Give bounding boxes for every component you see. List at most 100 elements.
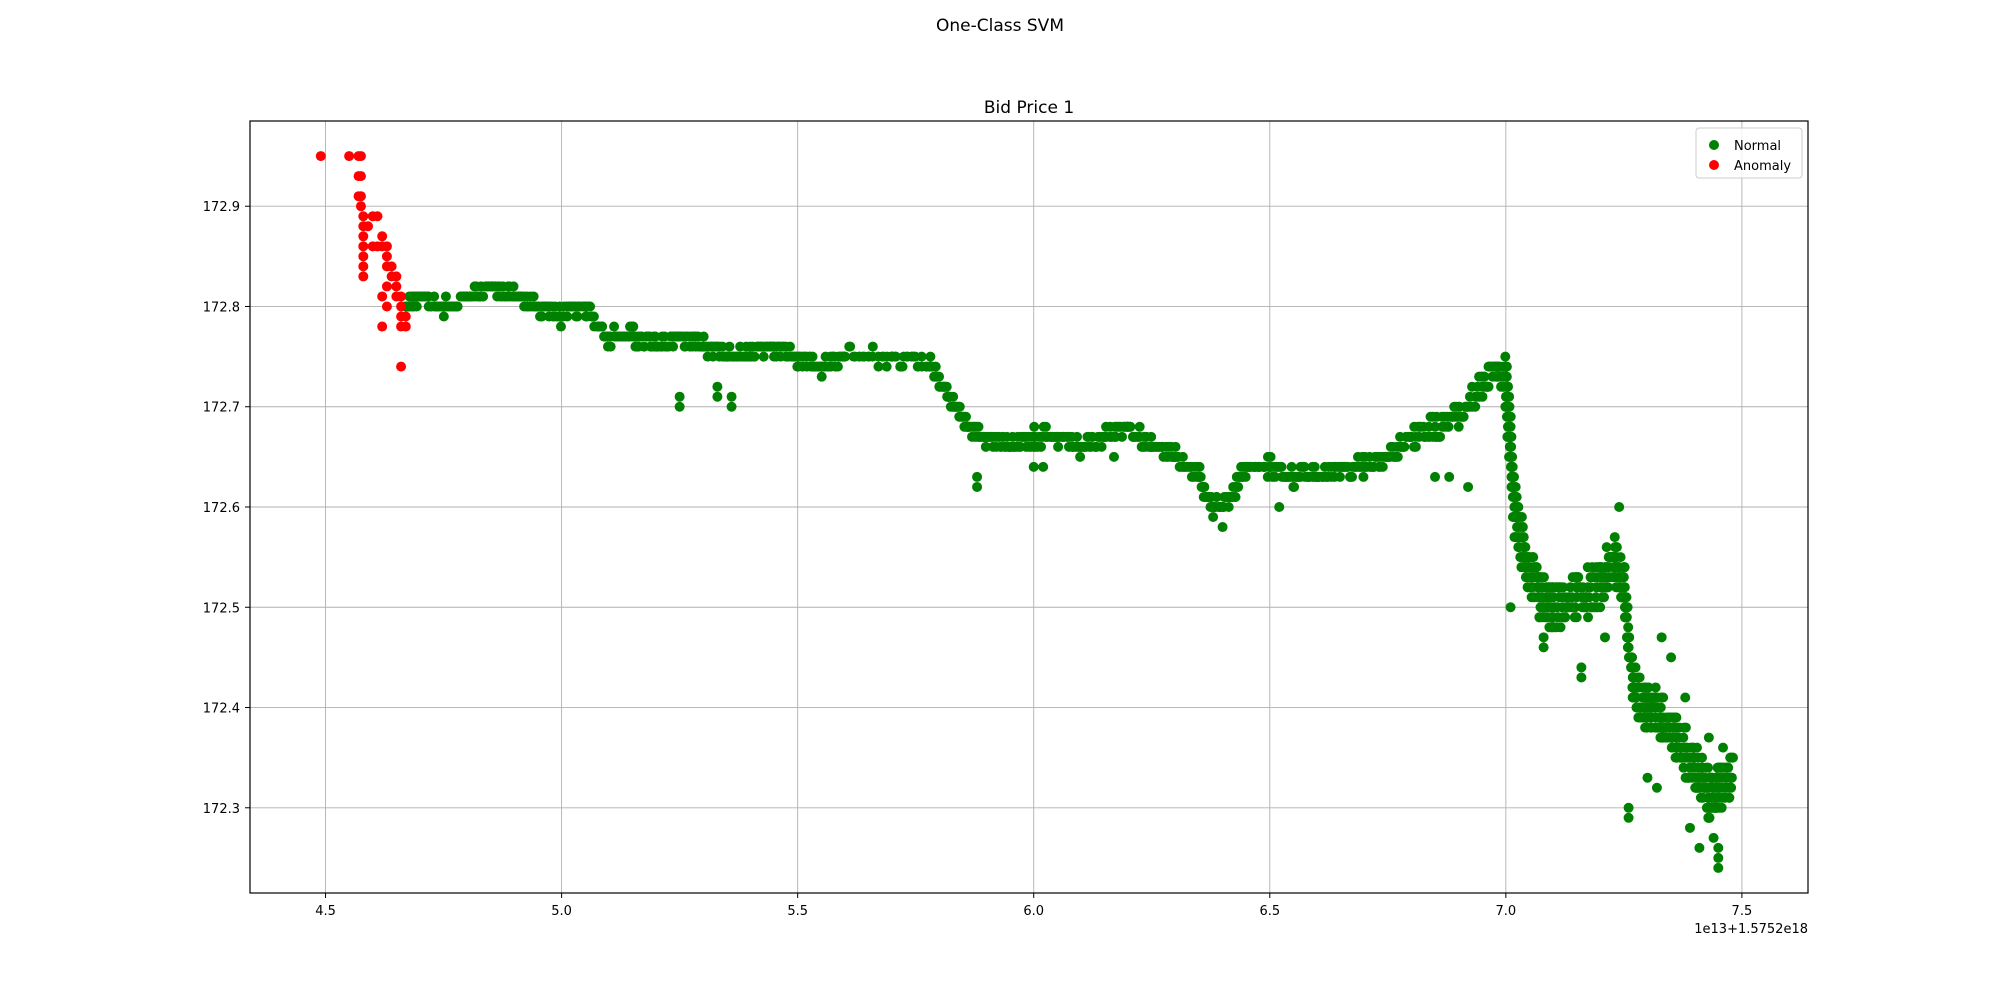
- normal-point: [1125, 421, 1136, 432]
- normal-point: [477, 291, 488, 302]
- normal-point: [749, 351, 760, 362]
- normal-point: [605, 341, 616, 352]
- normal-point: [1513, 502, 1524, 512]
- normal-point: [1680, 722, 1691, 733]
- y-tick-label: 172.6: [203, 501, 240, 516]
- anomaly-point: [381, 251, 392, 262]
- normal-point: [1618, 572, 1629, 583]
- normal-point: [1240, 471, 1251, 482]
- legend-anomaly-label: Anomaly: [1734, 159, 1791, 174]
- anomaly-point: [396, 301, 407, 312]
- normal-point: [1691, 742, 1702, 753]
- anomaly-point: [391, 271, 402, 282]
- normal-point: [1627, 652, 1638, 663]
- normal-point: [1443, 421, 1454, 432]
- normal-point: [1053, 441, 1064, 452]
- normal-point: [930, 361, 941, 372]
- chart-title: Bid Price 1: [984, 98, 1074, 118]
- anomaly-point: [315, 151, 326, 162]
- normal-point: [1223, 502, 1234, 512]
- normal-point: [1199, 481, 1210, 492]
- anomaly-point: [396, 361, 407, 372]
- legend: Normal Anomaly: [1695, 127, 1803, 179]
- normal-point: [1507, 461, 1518, 472]
- normal-point: [873, 361, 884, 372]
- normal-point: [1622, 602, 1633, 613]
- figure-suptitle: One-Class SVM: [936, 16, 1064, 36]
- anomaly-point: [372, 211, 383, 222]
- x-tick-label: 7.5: [1732, 904, 1753, 919]
- normal-point: [1334, 471, 1345, 482]
- normal-point: [1726, 772, 1737, 783]
- normal-point: [954, 401, 965, 412]
- anomaly-series: [315, 151, 411, 372]
- normal-point: [1642, 772, 1653, 783]
- normal-point: [1377, 461, 1388, 472]
- x-tick-label: 5.0: [551, 904, 572, 919]
- anomaly-point: [358, 271, 369, 282]
- normal-point: [1615, 552, 1626, 563]
- normal-point: [726, 401, 737, 412]
- normal-point: [839, 351, 850, 362]
- normal-point: [1623, 812, 1634, 823]
- normal-point: [1276, 461, 1287, 472]
- normal-point: [1392, 451, 1403, 462]
- normal-point: [1555, 622, 1566, 633]
- normal-point: [934, 371, 945, 382]
- normal-point: [844, 341, 855, 352]
- normal-point: [1195, 471, 1206, 482]
- normal-point: [897, 361, 908, 372]
- normal-point: [1208, 512, 1219, 523]
- normal-point: [1716, 802, 1727, 813]
- normal-point: [1398, 441, 1409, 452]
- normal-point: [1233, 481, 1244, 492]
- normal-point: [1623, 622, 1634, 633]
- y-tick-label: 172.9: [203, 200, 240, 215]
- normal-point: [562, 311, 573, 322]
- anomaly-point: [355, 191, 366, 202]
- normal-point: [1538, 632, 1549, 643]
- normal-point: [1028, 461, 1039, 472]
- normal-point: [1656, 632, 1667, 643]
- normal-point: [1458, 411, 1469, 422]
- normal-point: [1504, 421, 1515, 432]
- normal-point: [1569, 602, 1580, 613]
- anomaly-point: [363, 221, 374, 232]
- normal-point: [1651, 782, 1662, 793]
- anomaly-point: [358, 261, 369, 272]
- normal-point: [1288, 481, 1299, 492]
- normal-series: [400, 281, 1738, 873]
- normal-point: [1583, 612, 1594, 623]
- normal-point: [1571, 612, 1582, 623]
- normal-point: [1511, 491, 1522, 502]
- normal-point: [712, 381, 723, 392]
- normal-point: [1430, 471, 1441, 482]
- normal-point: [1601, 542, 1612, 553]
- normal-point: [1595, 602, 1606, 613]
- normal-point: [1538, 642, 1549, 653]
- legend-normal-marker: [1709, 140, 1719, 150]
- anomaly-point: [377, 291, 388, 302]
- normal-point: [960, 411, 971, 422]
- normal-point: [1708, 832, 1719, 843]
- anomaly-point: [377, 321, 388, 332]
- normal-point: [1623, 802, 1634, 813]
- y-tick-label: 172.4: [203, 702, 240, 717]
- normal-point: [784, 341, 795, 352]
- normal-point: [1177, 451, 1188, 462]
- normal-point: [597, 321, 608, 332]
- legend-box: [1695, 127, 1803, 179]
- normal-point: [1558, 582, 1569, 593]
- normal-point: [1504, 401, 1515, 412]
- anomaly-point: [400, 321, 411, 332]
- normal-point: [1036, 441, 1047, 452]
- normal-point: [1619, 562, 1630, 573]
- normal-point: [1504, 391, 1515, 402]
- y-axis-ticks: 172.3 172.4 172.5 172.6 172.7 172.8 172.9: [203, 200, 250, 817]
- normal-point: [1727, 752, 1738, 763]
- normal-point: [1718, 742, 1729, 753]
- normal-point: [698, 331, 709, 342]
- normal-point: [1599, 592, 1610, 603]
- normal-point: [1410, 441, 1421, 452]
- normal-point: [1621, 592, 1632, 603]
